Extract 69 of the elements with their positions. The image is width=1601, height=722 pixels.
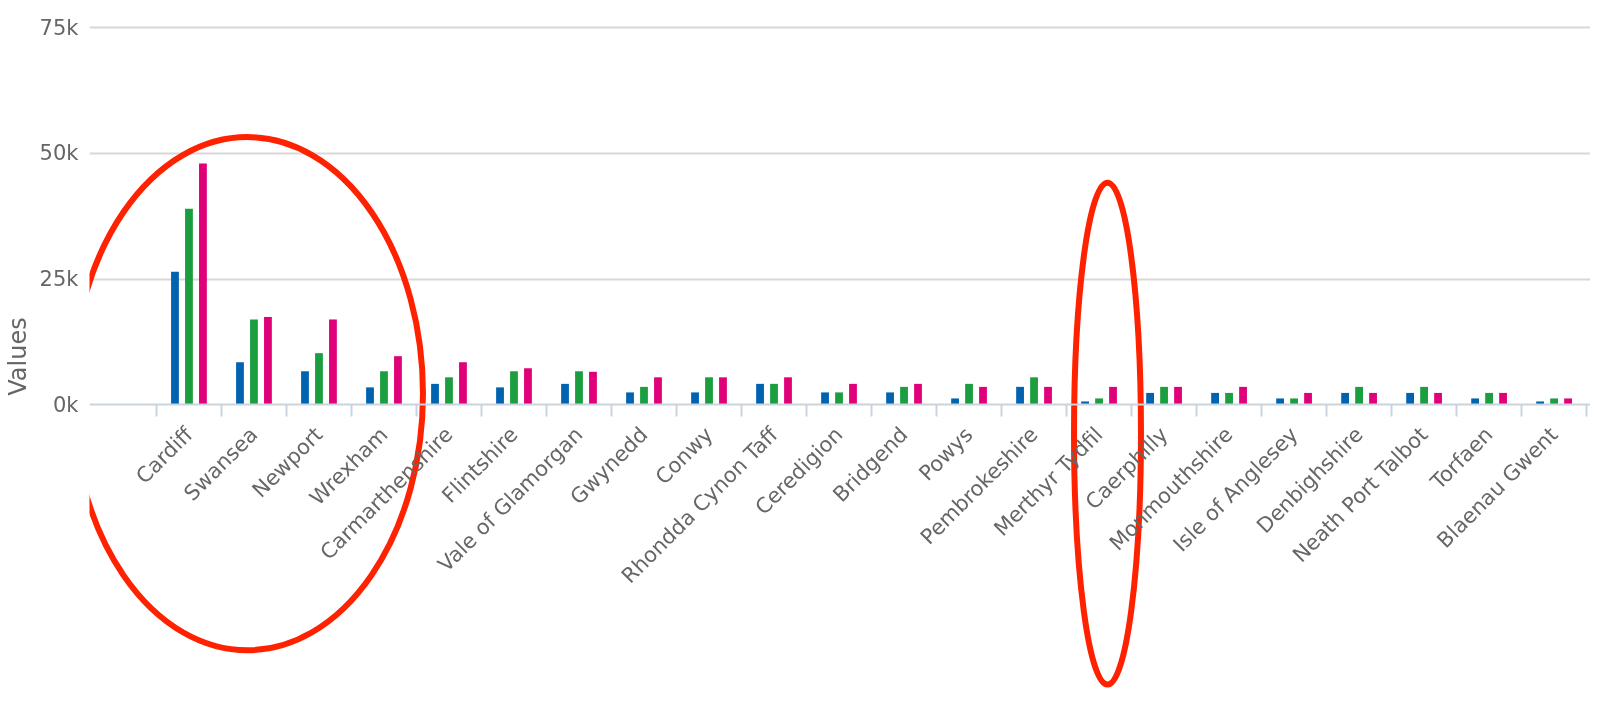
bar xyxy=(1355,386,1363,405)
bar xyxy=(1471,398,1480,405)
bar xyxy=(900,386,908,405)
bar xyxy=(524,368,532,405)
bar xyxy=(329,319,337,405)
bar xyxy=(835,392,843,405)
bar xyxy=(575,371,583,405)
bar xyxy=(1239,386,1247,405)
bar xyxy=(264,316,272,405)
bar xyxy=(821,392,829,405)
bar xyxy=(654,377,662,405)
bar xyxy=(1276,398,1284,405)
bar xyxy=(849,383,857,405)
bar xyxy=(1564,398,1572,405)
bar xyxy=(315,353,323,405)
bar xyxy=(394,356,402,405)
bar xyxy=(589,371,597,405)
y-axis-title: Values xyxy=(3,317,32,396)
bar xyxy=(626,392,634,405)
bar xyxy=(185,208,193,405)
bar xyxy=(1225,392,1233,405)
bar xyxy=(1016,386,1024,405)
bar xyxy=(756,383,764,405)
bar xyxy=(914,383,922,405)
bar xyxy=(250,319,258,405)
bar xyxy=(1304,392,1312,405)
bar xyxy=(965,383,973,405)
bar xyxy=(1109,386,1117,405)
bar xyxy=(1550,398,1558,405)
bar xyxy=(459,362,467,405)
bar xyxy=(1485,392,1493,405)
bar xyxy=(1174,386,1182,405)
y-tick-label: 0k xyxy=(52,392,80,417)
bar xyxy=(1341,392,1349,405)
bar xyxy=(1146,392,1154,405)
bar xyxy=(719,377,727,405)
bar xyxy=(380,371,388,405)
bar xyxy=(1030,377,1038,405)
bar xyxy=(1290,398,1298,405)
bar xyxy=(770,383,778,405)
bar xyxy=(1499,392,1507,405)
bar xyxy=(171,271,179,405)
bar xyxy=(561,383,569,405)
bar xyxy=(1420,386,1428,405)
bar xyxy=(1434,392,1442,405)
bar xyxy=(301,371,309,405)
bar xyxy=(431,383,439,405)
bar xyxy=(236,362,244,405)
bar xyxy=(1369,392,1377,405)
y-tick-label: 75k xyxy=(39,15,80,40)
bar xyxy=(1095,398,1103,405)
bar xyxy=(951,398,959,405)
bar xyxy=(784,377,792,405)
bar xyxy=(640,386,648,405)
y-tick-label: 50k xyxy=(39,141,80,166)
bar xyxy=(1406,392,1415,405)
bar xyxy=(1160,386,1168,405)
bar xyxy=(705,377,713,405)
bar xyxy=(1211,392,1219,405)
bar xyxy=(886,392,894,405)
bar xyxy=(510,371,518,405)
bar xyxy=(445,377,453,405)
bar xyxy=(366,387,374,405)
bar xyxy=(1044,386,1052,405)
y-tick-label: 25k xyxy=(39,267,80,292)
bar xyxy=(691,392,699,405)
bar xyxy=(979,386,987,405)
bar xyxy=(199,163,207,405)
bar xyxy=(496,387,504,405)
